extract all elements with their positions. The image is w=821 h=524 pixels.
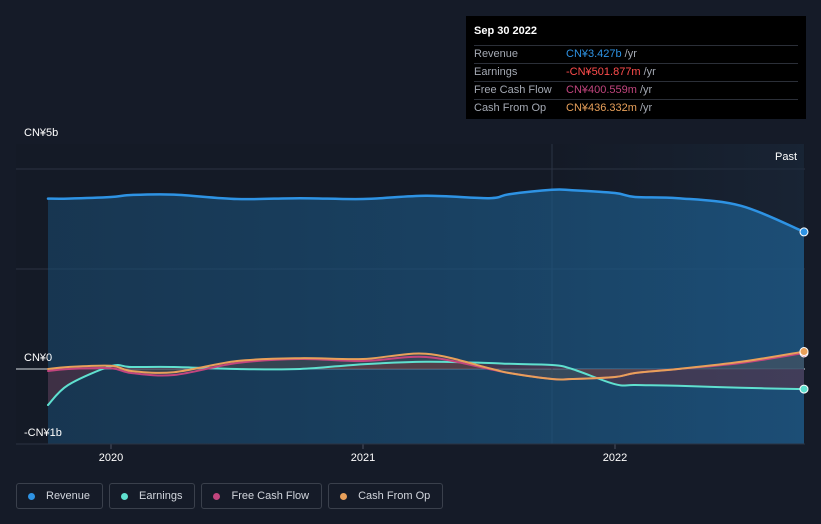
revenue-line [46,188,806,234]
tooltip-date: Sep 30 2022 [474,25,537,37]
y-tick-label: -CN¥1b [24,427,62,439]
tooltip-label: Earnings [474,66,518,78]
legend-dot-icon [340,492,348,500]
legend-dot-icon [28,492,35,500]
tooltip-value: CN¥3.427b [566,48,622,60]
legend-item-revenue[interactable]: Revenue [16,483,104,509]
revenue-area [48,189,804,444]
cash-from-op-area [48,351,804,380]
earnings-area [48,361,804,405]
tooltip-value: CN¥436.332m [566,102,637,114]
x-tick-label: 2022 [603,452,627,464]
tooltip-row-cash-from-op: Cash From Op CN¥436.332m/yr [474,99,798,117]
tooltip-unit: /yr [643,66,656,78]
legend-label: Free Cash Flow [231,490,310,502]
tooltip-unit: /yr [639,102,653,114]
y-tick-label: CN¥0 [24,352,52,364]
tooltip: Sep 30 2022 Revenue CN¥3.427b/yr Earnings -… [466,16,806,119]
revenue-end-point [799,227,809,237]
tooltip-value: CN¥400.559m [566,84,637,96]
tooltip-row-revenue: Revenue CN¥3.427b/yr [474,45,798,63]
past-label: Past [775,151,797,163]
legend-label: Cash From Op [358,490,431,502]
legend-label: Revenue [46,490,91,502]
axis-labels: CN¥5b CN¥0 -CN¥1b 2020 2021 2022 [16,127,805,464]
legend-item-earnings[interactable]: Earnings [109,483,196,509]
tooltip-row-earnings: Earnings -CN¥501.877m/yr [474,63,798,81]
cash-from-op-line [47,350,805,381]
end-markers [799,227,809,394]
x-tick-label: 2021 [351,452,375,464]
tooltip-label: Free Cash Flow [474,84,552,96]
area-fills [48,189,804,444]
earnings-end-point [799,384,809,394]
tooltip-unit: /yr [639,84,653,96]
legend-item-cash-from-op[interactable]: Cash From Op [328,483,444,509]
x-tick-label: 2020 [99,452,123,464]
legend-item-free-cash-flow[interactable]: Free Cash Flow [201,483,323,509]
tooltip-value: -CN¥501.877m [566,66,641,78]
legend-dot-icon [213,492,221,500]
legend-label: Earnings [139,490,183,502]
tooltip-label: Revenue [474,48,519,60]
cash-from-op-end-point [799,347,809,357]
tooltip-unit: /yr [624,48,637,60]
tooltip-label: Cash From Op [474,102,547,114]
legend-dot-icon [121,492,129,500]
series-lines [46,188,806,406]
y-tick-label: CN¥5b [24,127,58,139]
tooltip-row-free-cash-flow: Free Cash Flow CN¥400.559m/yr [474,81,798,99]
legend: Revenue Earnings Free Cash Flow Cash From O… [16,483,444,509]
